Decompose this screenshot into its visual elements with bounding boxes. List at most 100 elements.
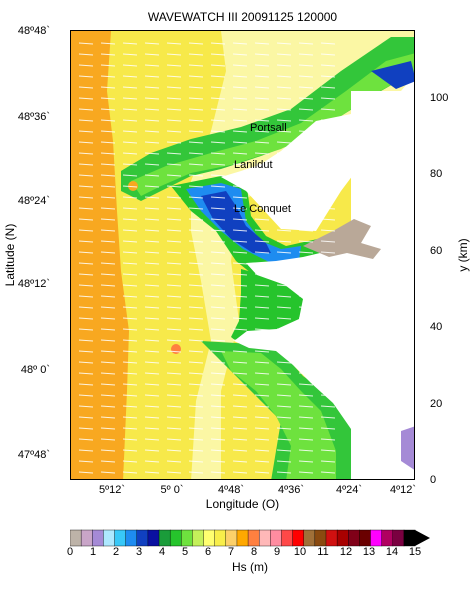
- wave-arrow: [254, 295, 270, 298]
- colorbar-swatch: [169, 529, 182, 547]
- wave-arrow: [210, 306, 226, 309]
- colorbar-swatch: [392, 529, 405, 547]
- wave-arrow: [188, 262, 204, 265]
- wave-arrow: [254, 339, 270, 342]
- wave-arrow: [166, 471, 182, 474]
- wave-arrow: [166, 438, 182, 441]
- wave-arrow: [78, 273, 94, 276]
- wave-direction-arrows: [78, 42, 336, 474]
- wave-arrow: [78, 185, 94, 188]
- colorbar-swatch: [214, 529, 227, 547]
- wave-arrow: [298, 284, 314, 287]
- wave-arrow: [122, 350, 138, 353]
- wave-arrow: [254, 229, 270, 232]
- wave-arrow: [276, 361, 292, 364]
- lat-tick-label: 48º 0`: [20, 364, 50, 376]
- wave-arrow: [210, 251, 226, 254]
- wave-arrow: [232, 284, 248, 287]
- wave-arrow: [232, 97, 248, 100]
- wave-arrow: [254, 86, 270, 89]
- wave-arrow: [188, 438, 204, 441]
- north-coast-light: [131, 53, 414, 196]
- wave-arrow: [122, 53, 138, 56]
- wave-arrow: [100, 174, 116, 177]
- wave-arrow: [320, 460, 336, 463]
- wave-arrow: [188, 86, 204, 89]
- wave-arrow: [210, 262, 226, 265]
- wave-arrow: [78, 251, 94, 254]
- wave-arrow: [188, 218, 204, 221]
- wave-arrow: [122, 196, 138, 199]
- wave-arrow: [144, 218, 160, 221]
- wave-arrow: [254, 438, 270, 441]
- wave-arrow: [320, 295, 336, 298]
- wave-arrow: [276, 471, 292, 474]
- wave-arrow: [78, 328, 94, 331]
- wave-arrow: [100, 42, 116, 45]
- wave-arrow: [100, 97, 116, 100]
- wave-arrow: [298, 75, 314, 78]
- wave-arrow: [254, 251, 270, 254]
- wave-arrow: [254, 218, 270, 221]
- wave-arrow: [188, 251, 204, 254]
- wave-arrow: [122, 295, 138, 298]
- wave-arrow: [100, 449, 116, 452]
- wave-arrow: [298, 163, 314, 166]
- wave-arrow: [276, 383, 292, 386]
- colorbar-swatch: [247, 529, 260, 547]
- wave-arrow: [166, 207, 182, 210]
- colorbar-tick-label: 5: [181, 546, 189, 558]
- wave-arrow: [210, 416, 226, 419]
- wave-arrow: [276, 306, 292, 309]
- wave-arrow: [122, 471, 138, 474]
- wave-arrow: [100, 53, 116, 56]
- wave-arrow: [122, 229, 138, 232]
- colorbar-swatch: [92, 529, 104, 547]
- wave-arrow: [298, 218, 314, 221]
- wave-arrow: [210, 383, 226, 386]
- wave-arrow: [298, 295, 314, 298]
- wave-arrow: [188, 163, 204, 166]
- wave-arrow: [210, 119, 226, 122]
- wave-arrow: [254, 394, 270, 397]
- wave-arrow: [78, 218, 94, 221]
- wave-arrow: [144, 141, 160, 144]
- colorbar-swatch: [403, 529, 416, 547]
- wave-arrow: [298, 471, 314, 474]
- wave-arrow: [144, 460, 160, 463]
- island-sein-marker: [171, 344, 181, 354]
- wave-arrow: [232, 306, 248, 309]
- colorbar-swatch: [225, 529, 238, 547]
- lat-tick-label: 48º12`: [17, 278, 50, 290]
- wave-arrow: [320, 218, 336, 221]
- wave-arrow: [78, 229, 94, 232]
- wave-arrow: [298, 53, 314, 56]
- wave-arrow: [100, 372, 116, 375]
- wave-arrow: [166, 262, 182, 265]
- wave-arrow: [254, 372, 270, 375]
- wave-arrow: [144, 295, 160, 298]
- wave-arrow: [78, 108, 94, 111]
- wave-arrow: [78, 163, 94, 166]
- wave-arrow: [144, 394, 160, 397]
- wave-arrow: [298, 108, 314, 111]
- wave-arrow: [100, 471, 116, 474]
- wave-arrow: [78, 295, 94, 298]
- lon-tick-label: 5º 0`: [160, 484, 184, 496]
- wave-arrow: [144, 350, 160, 353]
- wave-arrow: [320, 394, 336, 397]
- wave-arrow: [298, 196, 314, 199]
- wave-arrow: [298, 449, 314, 452]
- wave-arrow: [78, 394, 94, 397]
- wave-arrow: [166, 350, 182, 353]
- wave-arrow: [188, 449, 204, 452]
- lon-tick-label: 4º24`: [335, 484, 363, 496]
- colorbar-swatch: [370, 529, 383, 547]
- wave-arrow: [122, 207, 138, 210]
- colorbar-title: Hs (m): [232, 560, 268, 574]
- wave-arrow: [254, 119, 270, 122]
- colorbar-tick-label: 14: [385, 546, 399, 558]
- wave-arrow: [144, 229, 160, 232]
- wave-arrow: [78, 405, 94, 408]
- wave-arrow: [144, 339, 160, 342]
